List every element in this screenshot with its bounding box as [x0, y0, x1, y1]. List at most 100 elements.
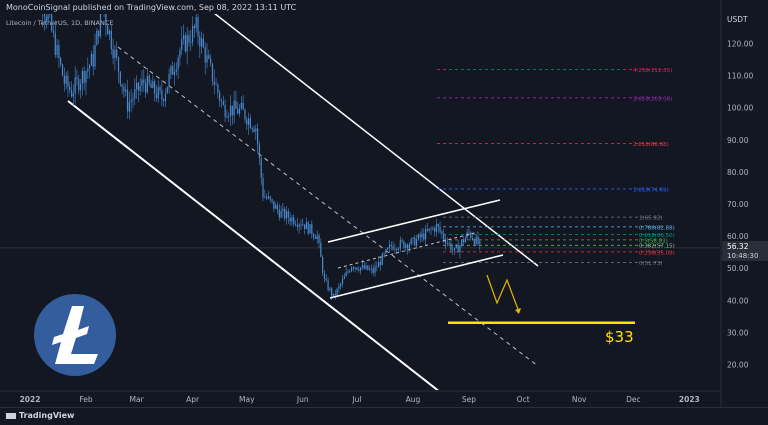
candle-body — [117, 57, 120, 72]
candle-body — [172, 66, 174, 75]
candle-body — [262, 178, 264, 198]
candle-body — [349, 271, 351, 273]
fib-level-label: 1(65.92) — [639, 216, 663, 222]
candle-body — [464, 237, 466, 243]
y-tick-label: 110.00 — [727, 72, 753, 81]
candle-body — [363, 265, 365, 269]
tradingview-brand: TradingView — [19, 411, 75, 420]
candle-body — [51, 14, 53, 31]
candle-body — [238, 108, 241, 114]
candle-body — [61, 64, 64, 76]
candle-body — [210, 58, 212, 64]
fib-level-label: 0.236(55.09) — [639, 250, 675, 256]
candle-body — [379, 261, 382, 265]
candle-body — [399, 240, 401, 249]
candle-body — [215, 84, 217, 86]
publish-header: MonoCoinSignal published on TradingView.… — [6, 3, 297, 12]
candle-body — [213, 81, 215, 85]
candle-body — [437, 224, 439, 227]
candle-body — [374, 266, 376, 273]
candle-body — [387, 247, 389, 250]
candle-body — [273, 200, 275, 209]
candle-body — [231, 105, 233, 116]
candle-body — [181, 39, 183, 51]
y-tick-label: 20.00 — [727, 361, 749, 370]
candle-body — [132, 98, 134, 101]
candle-body — [417, 234, 419, 240]
candle-body — [137, 82, 139, 91]
candle-body — [336, 288, 338, 296]
candle-body — [152, 81, 154, 88]
candle-body — [217, 84, 219, 93]
candle-body — [56, 45, 58, 55]
x-tick-label: Dec — [626, 395, 641, 404]
candle-body — [448, 242, 450, 244]
candle-body — [134, 89, 136, 99]
candle-body — [110, 30, 112, 50]
candle-body — [52, 30, 55, 33]
candle-body — [49, 14, 51, 15]
candle-body — [296, 224, 298, 227]
candle-body — [282, 208, 284, 212]
candle-body — [341, 278, 344, 284]
candle-body — [179, 50, 181, 58]
axis-currency-label: USDT — [727, 15, 748, 24]
candle-body — [90, 54, 93, 66]
candle-body — [190, 42, 192, 44]
y-tick-label: 120.00 — [727, 40, 753, 49]
candle-body — [470, 232, 472, 238]
candle-body — [359, 267, 362, 271]
candle-body — [285, 211, 288, 219]
candle-body — [92, 54, 94, 67]
candle-body — [249, 118, 251, 129]
candle-body — [121, 84, 123, 87]
candle-body — [383, 253, 385, 255]
candle-body — [87, 68, 89, 72]
candle-body — [450, 243, 452, 251]
candle-body — [354, 267, 356, 269]
candle-body — [94, 45, 96, 67]
channel-upper-line — [214, 14, 539, 267]
tradingview-logo-icon[interactable]: TradingView — [6, 411, 74, 420]
candle-body — [267, 196, 270, 199]
candle-body — [356, 267, 358, 270]
candle-body — [99, 14, 102, 37]
candle-body — [173, 71, 176, 75]
candle-body — [191, 26, 194, 43]
candle-body — [85, 71, 87, 83]
candle-body — [96, 30, 98, 46]
candle-body — [358, 269, 360, 271]
candle-body — [343, 276, 345, 279]
candle-body — [338, 285, 340, 289]
candle-body — [397, 248, 400, 251]
candle-body — [197, 17, 199, 37]
candle-body — [446, 242, 448, 244]
y-tick-label: 90.00 — [727, 136, 749, 145]
candle-body — [381, 253, 383, 265]
candle-body — [320, 242, 322, 257]
candle-body — [410, 238, 412, 245]
candle-body — [170, 66, 172, 75]
candle-body — [264, 196, 266, 198]
candle-body — [105, 14, 107, 26]
candle-body — [148, 75, 150, 84]
candle-body — [475, 236, 477, 245]
candle-body — [98, 30, 100, 37]
candle-body — [314, 237, 317, 239]
candle-body — [103, 5, 104, 12]
x-tick-label: 2023 — [679, 395, 700, 404]
candle-body — [199, 36, 201, 47]
candle-body — [405, 244, 407, 248]
x-tick-label: 2022 — [20, 395, 41, 404]
x-tick-label: Jun — [296, 395, 309, 404]
candle-body — [298, 224, 300, 227]
candle-body — [42, 0, 43, 13]
x-tick-label: Apr — [186, 395, 200, 404]
fib-level-label: 4.236(111.85) — [633, 68, 672, 74]
y-tick-label: 70.00 — [727, 200, 749, 209]
candle-body — [116, 49, 118, 58]
candle-body — [168, 74, 170, 87]
candle-body — [161, 90, 163, 100]
candle-body — [146, 75, 149, 93]
